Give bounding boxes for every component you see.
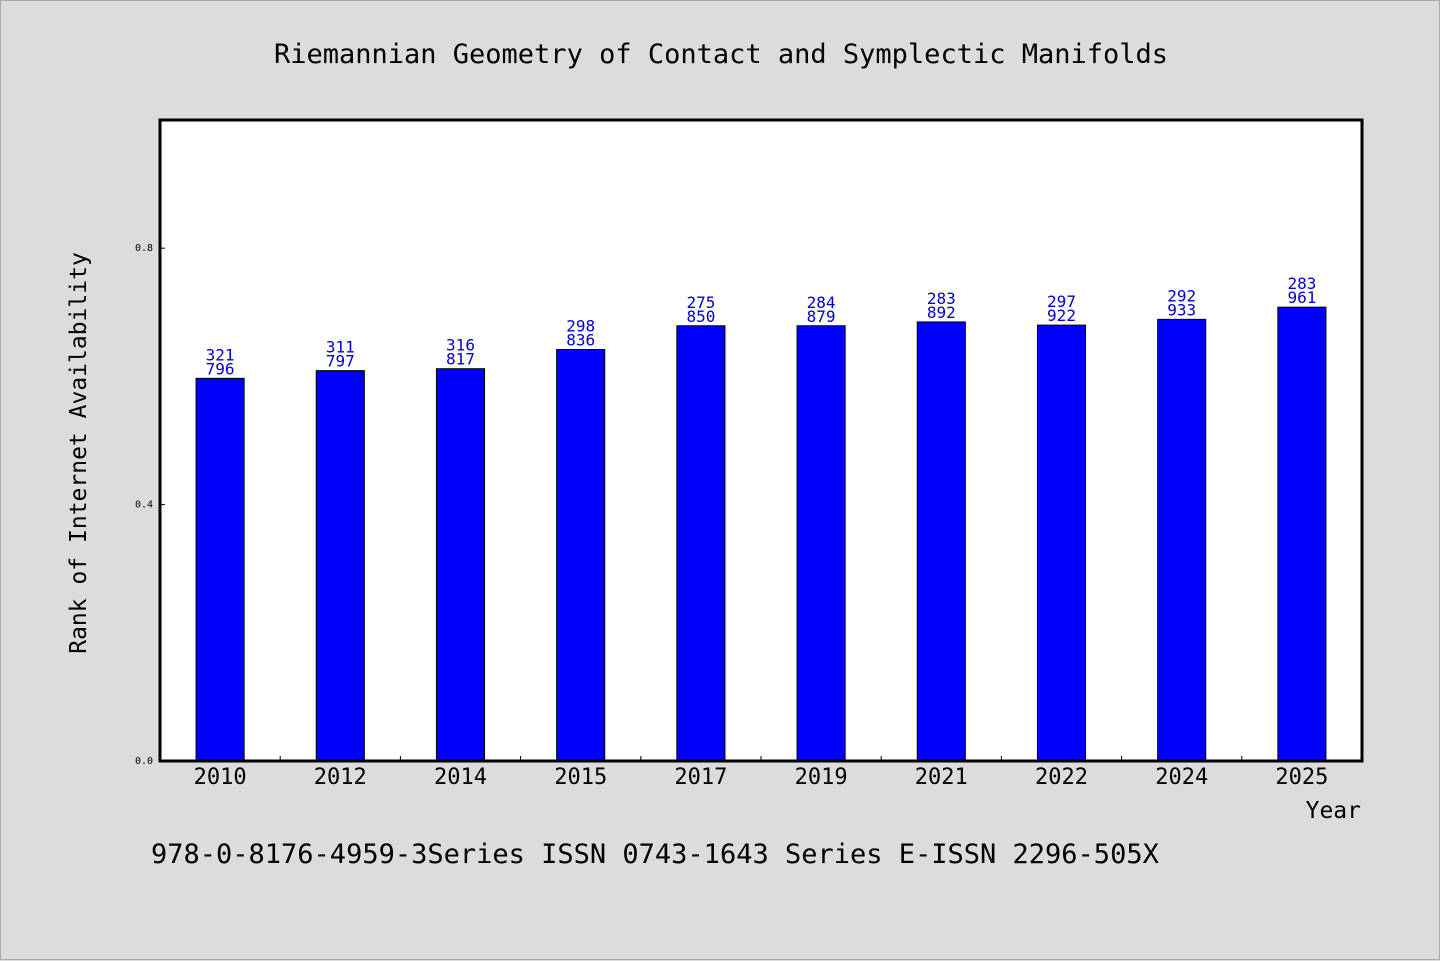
bar-2012 [315,370,365,762]
x-tick-label: 2025 [1275,765,1328,790]
plot-frame [158,118,1364,763]
data-label: 297 [1047,292,1076,311]
data-label: 817 [446,350,475,369]
chart-title: Riemannian Geometry of Contact and Sympl… [274,39,1168,70]
x-tick-label: 2024 [1155,765,1208,790]
data-label: 292 [1167,286,1196,305]
bar-2024 [1157,318,1207,762]
data-label: 283 [1287,274,1316,293]
bar-2022 [1036,324,1087,762]
data-label: 850 [686,307,715,326]
data-label: 922 [1047,306,1076,325]
data-label: 796 [206,359,235,378]
data-labels-group: 3217963117973168172988362758502848792838… [206,274,1317,378]
data-label: 284 [807,293,836,312]
y-tick-label: 0.0 [135,756,153,767]
x-tick-label: 2010 [194,765,247,790]
data-label: 283 [927,289,956,308]
y-axis-label: Rank of Internet Availability [66,252,92,654]
isbn-issn-footer: 978-0-8176-4959-3Series ISSN 0743-1643 S… [151,839,1159,870]
data-label: 275 [686,293,715,312]
y-tick-label: 0.4 [135,500,153,511]
x-axis-label: Year [1306,798,1361,824]
bar-2017 [676,325,726,762]
data-label: 961 [1287,288,1316,307]
bar-2019 [796,325,846,762]
bar-2021 [916,321,966,762]
data-label: 316 [446,336,475,355]
x-tick-label: 2017 [674,765,727,790]
data-label: 298 [566,316,595,335]
x-tick-label: 2015 [554,765,607,790]
data-label: 836 [566,330,595,349]
data-label: 892 [927,303,956,322]
x-axis-ticks: 2010 2012 2014 2015 2017 2019 2021 2022 2024 2025 [194,756,1328,790]
data-label: 311 [326,338,355,357]
data-label: 933 [1167,300,1196,319]
bars-group [195,306,1327,762]
data-label: 797 [326,352,355,371]
x-tick-label: 2012 [314,765,367,790]
data-label: 321 [206,345,235,364]
bar-2015 [556,348,606,762]
x-tick-label: 2022 [1035,765,1088,790]
data-label: 879 [807,307,836,326]
bar-2025 [1277,306,1327,762]
x-tick-label: 2021 [915,765,968,790]
bar-2014 [435,368,486,762]
x-tick-label: 2019 [795,765,848,790]
x-tick-label: 2014 [434,765,487,790]
y-tick-label: 0.8 [135,243,153,254]
bar-2010 [195,377,245,762]
